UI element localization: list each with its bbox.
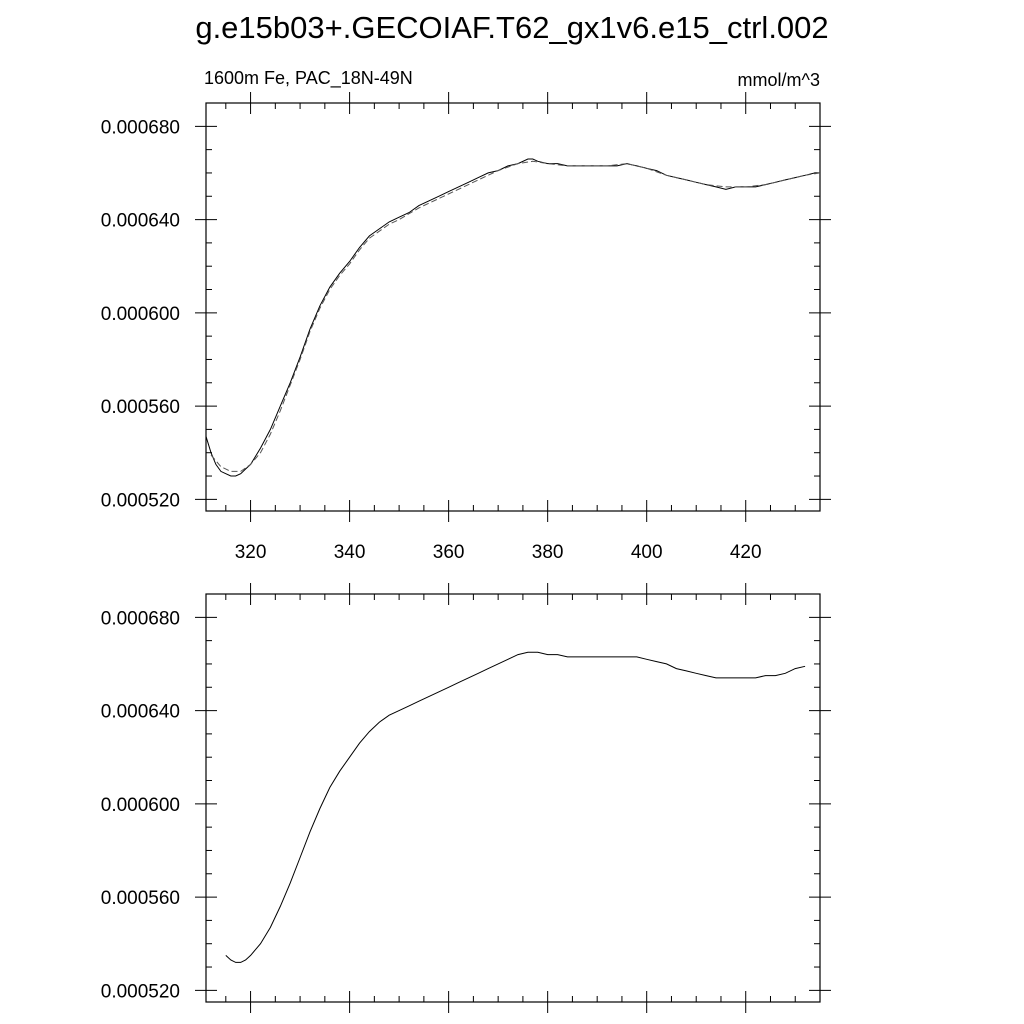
top-panel-series-line-solid xyxy=(205,158,820,477)
bottom-panel-series-line-solid xyxy=(225,651,806,963)
top-panel-x-tick-label: 380 xyxy=(532,542,564,563)
top-panel: 1600m Fe, PAC_18N-49N mmol/m^3 320 340 360… xyxy=(101,68,831,563)
top-panel-tick-labels: 320 340 360 380 400 420 0.000520 0.000560 0.0006… xyxy=(101,117,762,563)
top-panel-ticks xyxy=(195,92,831,522)
top-panel-x-tick-label: 360 xyxy=(433,542,465,563)
top-panel-y-tick-label: 0.000640 xyxy=(101,211,180,232)
bottom-panel-y-tick-label: 0.000600 xyxy=(101,795,180,816)
top-panel-x-tick-label: 340 xyxy=(334,542,366,563)
top-panel-units-label: mmol/m^3 xyxy=(738,70,820,90)
bottom-panel-y-tick-label: 0.000640 xyxy=(101,702,180,723)
top-panel-x-tick-label: 320 xyxy=(235,542,267,563)
bottom-panel-ticks xyxy=(195,583,831,1013)
top-panel-x-tick-label: 400 xyxy=(631,542,663,563)
bottom-panel-y-tick-label: 0.000520 xyxy=(101,981,180,1002)
bottom-panel-y-tick-label: 0.000680 xyxy=(101,608,180,629)
top-panel-frame xyxy=(205,102,821,512)
top-panel-y-tick-label: 0.000680 xyxy=(101,117,180,138)
top-panel-y-tick-label: 0.000600 xyxy=(101,304,180,325)
top-panel-y-tick-label: 0.000560 xyxy=(101,397,180,418)
top-panel-series xyxy=(205,158,821,477)
figure-title: g.e15b03+.GECOIAF.T62_gx1v6.e15_ctrl.002 xyxy=(195,10,828,45)
bottom-panel-series xyxy=(225,651,806,963)
bottom-panel-frame xyxy=(205,593,821,1003)
top-panel-series-line-dashed xyxy=(210,160,821,472)
bottom-panel: 0.000520 0.000560 0.000600 0.000640 0.000680 xyxy=(101,583,831,1013)
top-panel-x-tick-label: 420 xyxy=(730,542,762,563)
top-panel-subtitle-left: 1600m Fe, PAC_18N-49N xyxy=(204,68,413,89)
bottom-panel-y-tick-label: 0.000560 xyxy=(101,888,180,909)
bottom-panel-tick-labels: 0.000520 0.000560 0.000600 0.000640 0.000680 xyxy=(101,608,180,1002)
top-panel-y-tick-label: 0.000520 xyxy=(101,490,180,511)
